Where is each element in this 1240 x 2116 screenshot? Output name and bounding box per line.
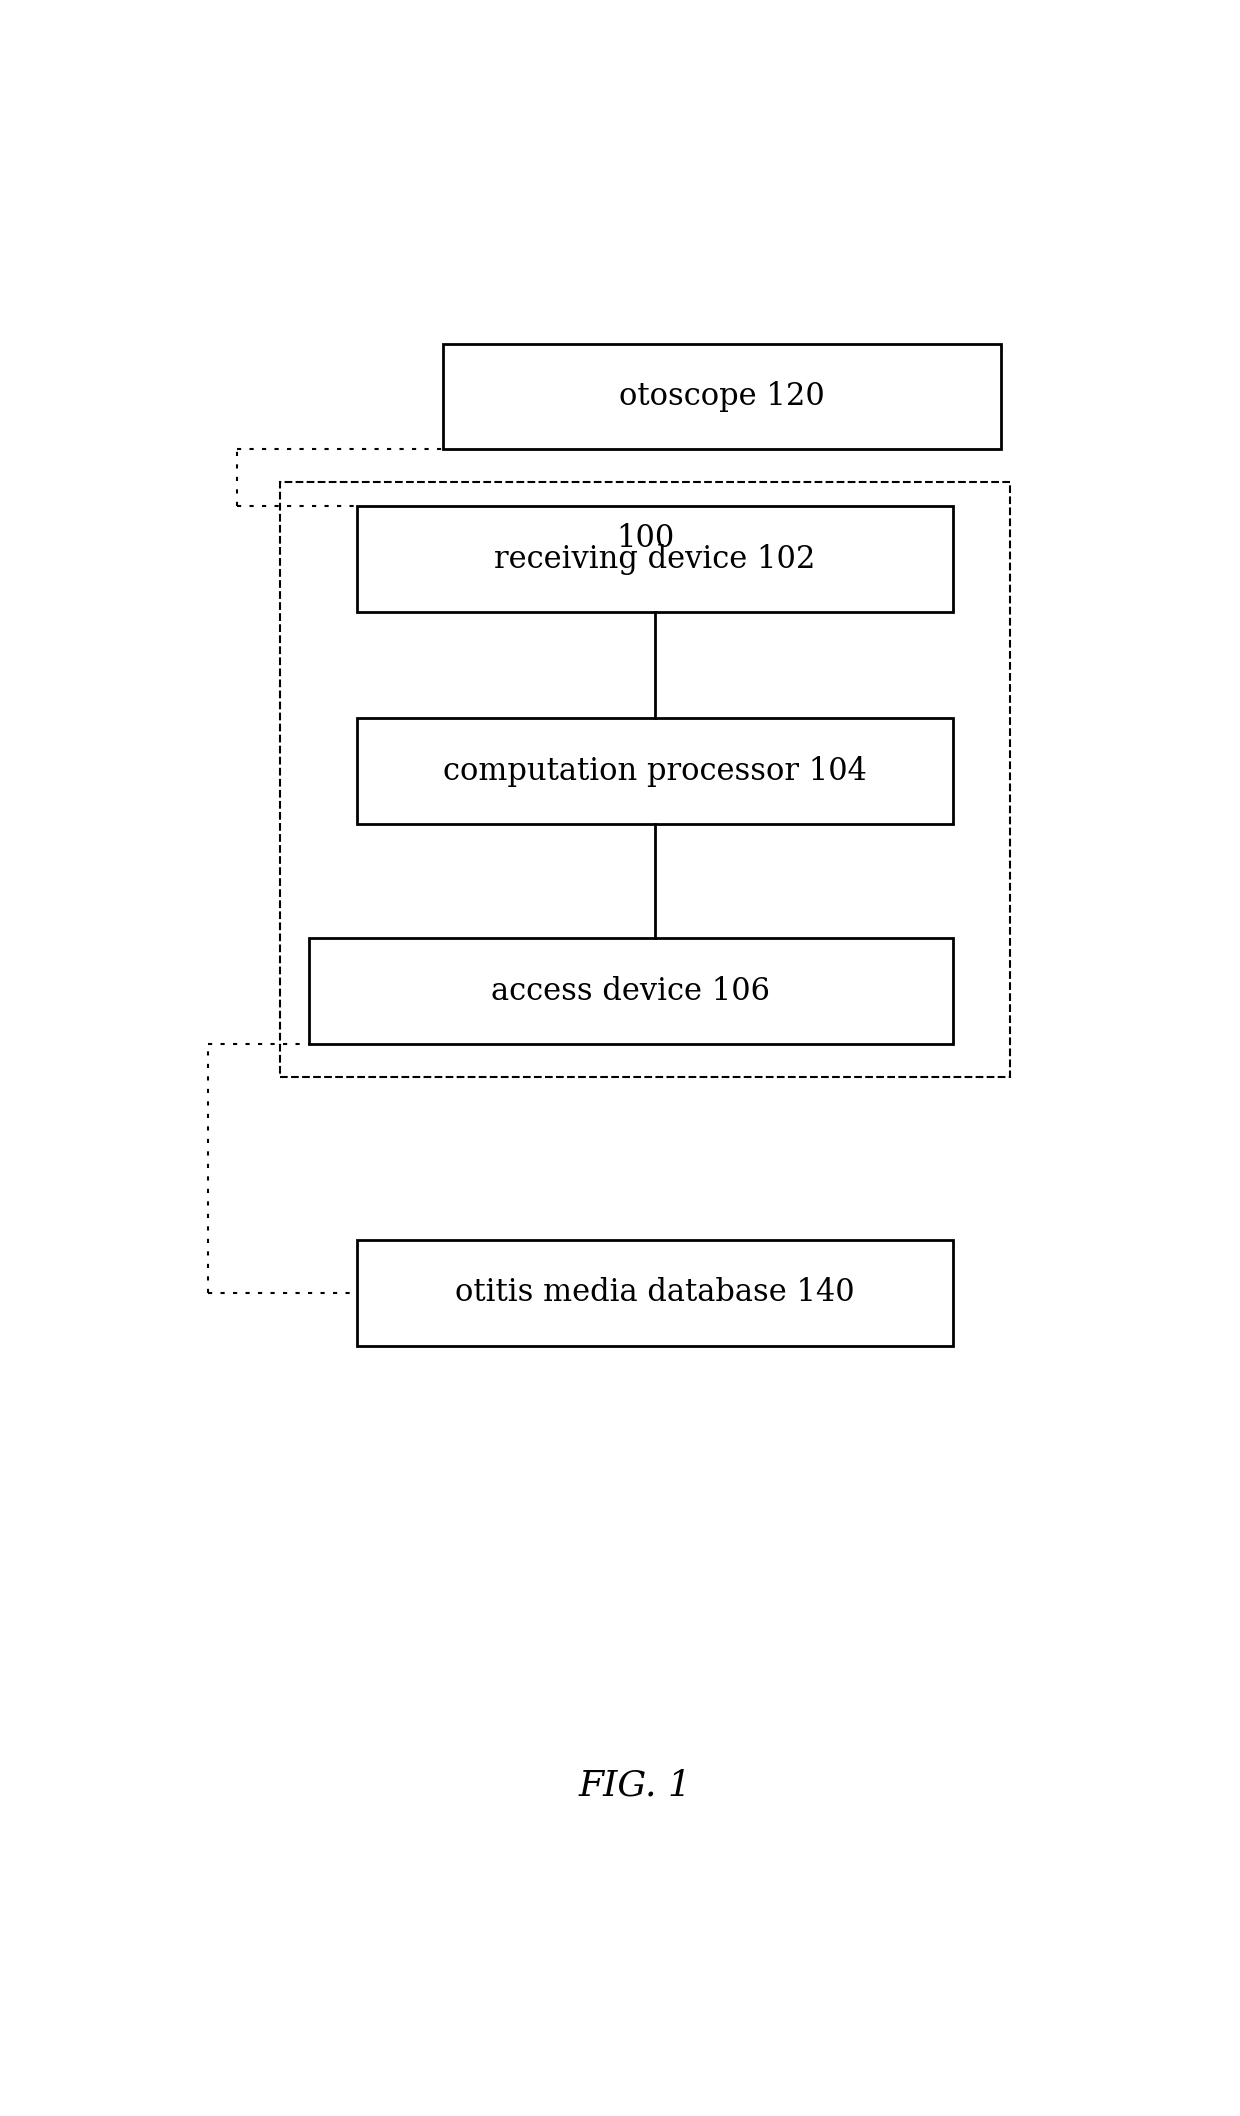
Text: FIG. 1: FIG. 1 [579,1769,692,1803]
FancyBboxPatch shape [357,506,952,612]
FancyBboxPatch shape [357,717,952,823]
Text: otoscope 120: otoscope 120 [619,381,825,413]
Text: otitis media database 140: otitis media database 140 [455,1278,854,1308]
Text: access device 106: access device 106 [491,975,770,1007]
FancyBboxPatch shape [357,1240,952,1346]
FancyBboxPatch shape [309,937,952,1043]
Text: computation processor 104: computation processor 104 [443,755,867,787]
Text: receiving device 102: receiving device 102 [494,544,816,576]
FancyBboxPatch shape [280,482,1011,1077]
FancyBboxPatch shape [444,343,1001,449]
Text: 100: 100 [616,523,675,554]
